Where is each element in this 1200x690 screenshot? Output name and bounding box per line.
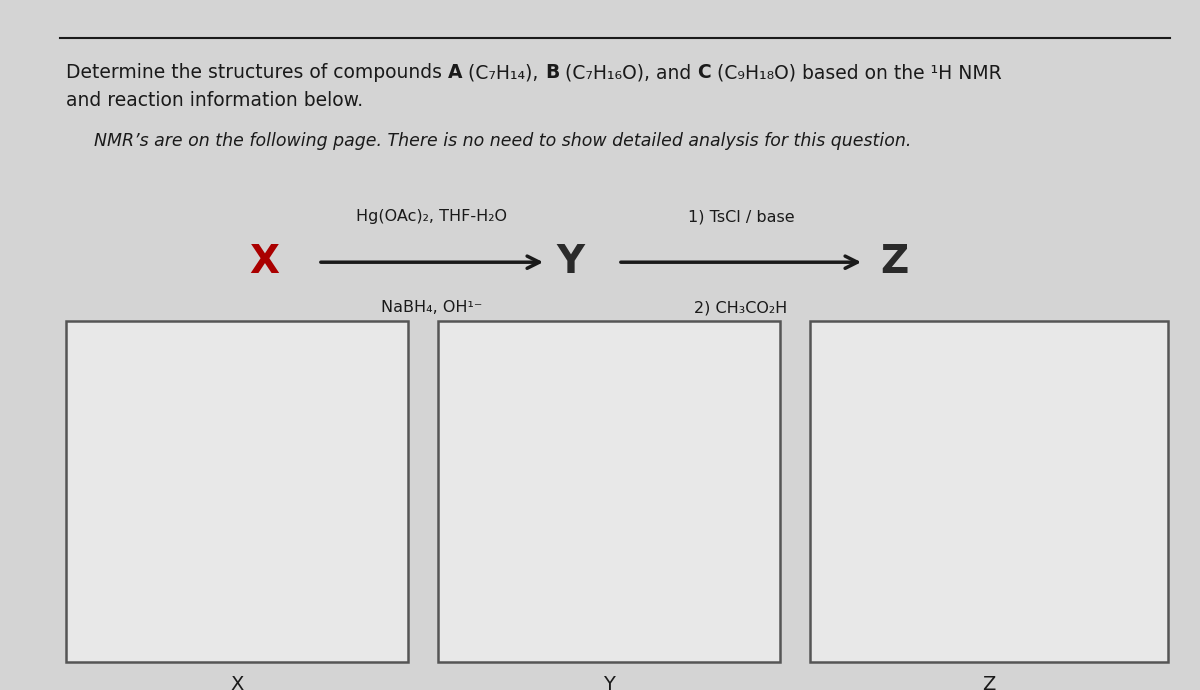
- Text: 2) CH₃CO₂H: 2) CH₃CO₂H: [695, 300, 787, 315]
- Text: X: X: [250, 243, 278, 282]
- Text: X: X: [230, 675, 244, 690]
- Text: (C₇H₁₄),: (C₇H₁₄),: [462, 63, 545, 83]
- Text: NMR’s are on the following page. There is no need to show detailed analysis for : NMR’s are on the following page. There i…: [94, 132, 911, 150]
- Text: Y: Y: [556, 243, 584, 282]
- Text: A: A: [448, 63, 462, 83]
- Text: B: B: [545, 63, 559, 83]
- Text: Z: Z: [982, 675, 996, 690]
- Text: Determine the structures of compounds: Determine the structures of compounds: [66, 63, 448, 83]
- Bar: [66, 321, 408, 662]
- Text: and reaction information below.: and reaction information below.: [66, 91, 364, 110]
- Text: C: C: [697, 63, 712, 83]
- Text: Z: Z: [880, 243, 908, 282]
- Text: Hg(OAc)₂, THF-H₂O: Hg(OAc)₂, THF-H₂O: [356, 209, 508, 224]
- Text: (C₉H₁₈O) based on the ¹H NMR: (C₉H₁₈O) based on the ¹H NMR: [712, 63, 1002, 83]
- Bar: [810, 321, 1168, 662]
- Text: 1) TsCl / base: 1) TsCl / base: [688, 209, 794, 224]
- Bar: [438, 321, 780, 662]
- Text: NaBH₄, OH¹⁻: NaBH₄, OH¹⁻: [382, 300, 482, 315]
- Text: (C₇H₁₆O), and: (C₇H₁₆O), and: [559, 63, 697, 83]
- Text: Y: Y: [604, 675, 614, 690]
